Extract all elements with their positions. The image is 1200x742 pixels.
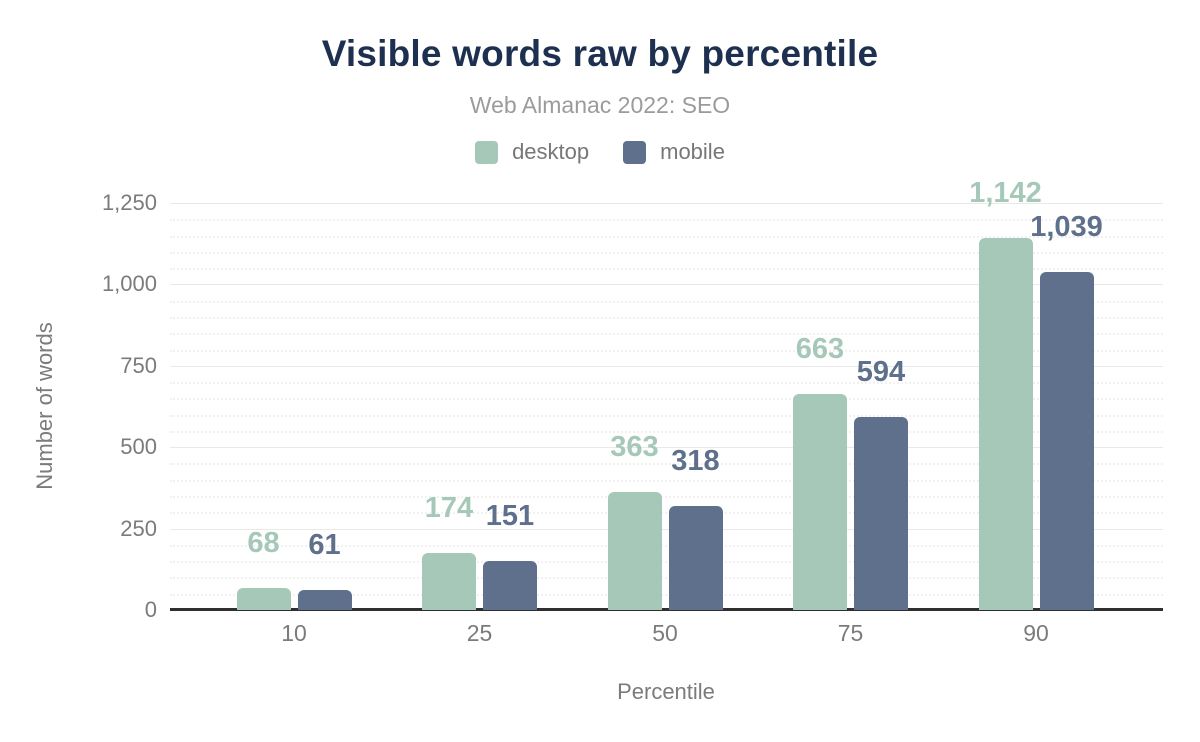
y-tick-label: 1,250 xyxy=(101,190,157,215)
x-tick-label: 75 xyxy=(837,620,864,646)
gridline-minor xyxy=(170,300,1163,303)
x-axis-title: Percentile xyxy=(617,679,715,704)
gridline-minor xyxy=(170,561,1163,564)
gridline-minor xyxy=(170,235,1163,238)
legend-item-desktop: desktop xyxy=(475,139,589,165)
gridline-minor xyxy=(170,316,1163,319)
gridline-major xyxy=(170,203,1163,204)
gridline-minor xyxy=(170,430,1163,433)
value-label-desktop: 1,142 xyxy=(969,177,1042,210)
gridline-major xyxy=(170,528,1163,530)
legend-swatch-desktop xyxy=(475,140,499,164)
gridline-minor xyxy=(170,414,1163,417)
gridline-minor xyxy=(170,268,1163,271)
value-label-mobile: 594 xyxy=(856,355,906,388)
legend-swatch-mobile xyxy=(623,140,647,164)
gridline-major xyxy=(170,365,1163,367)
value-label-mobile: 1,039 xyxy=(1030,210,1103,243)
bar-desktop xyxy=(422,553,476,610)
gridline-minor xyxy=(170,496,1163,499)
bar-mobile xyxy=(668,506,723,610)
bar-mobile xyxy=(1039,271,1094,610)
value-label-mobile: 151 xyxy=(485,499,535,532)
bar-desktop xyxy=(978,238,1033,610)
gridline-minor xyxy=(170,463,1163,466)
y-tick-label: 0 xyxy=(144,597,157,622)
bar-desktop xyxy=(236,587,291,610)
legend: desktop mobile xyxy=(0,139,1200,165)
legend-label-desktop: desktop xyxy=(512,139,590,164)
legend-label-mobile: mobile xyxy=(660,139,725,164)
gridline-minor xyxy=(170,382,1163,385)
gridline-major xyxy=(170,447,1163,449)
gridline-minor xyxy=(170,349,1163,352)
x-tick-label: 25 xyxy=(466,620,493,646)
value-label-desktop: 363 xyxy=(610,430,659,463)
gridline-minor xyxy=(170,333,1163,336)
value-label-desktop: 68 xyxy=(247,526,280,559)
bar-mobile xyxy=(297,590,352,610)
value-label-desktop: 663 xyxy=(795,333,845,366)
gridline-minor xyxy=(170,479,1163,482)
chart-title: Visible words raw by percentile xyxy=(321,33,879,74)
x-axis-line xyxy=(170,608,1163,611)
y-axis-title: Number of words xyxy=(32,322,57,490)
bar-desktop xyxy=(793,394,847,610)
gridline-minor xyxy=(170,577,1163,580)
y-tick-label: 750 xyxy=(120,352,157,378)
value-label-desktop: 174 xyxy=(424,492,474,525)
value-label-mobile: 61 xyxy=(308,529,341,562)
gridline-minor xyxy=(170,512,1163,515)
bar-mobile xyxy=(854,416,908,610)
gridline-minor xyxy=(170,544,1163,547)
gridline-minor xyxy=(170,398,1163,401)
y-tick-label: 500 xyxy=(120,434,157,460)
x-tick-label: 90 xyxy=(1023,620,1049,646)
bar-mobile xyxy=(483,560,537,610)
y-tick-label: 250 xyxy=(120,515,157,541)
x-tick-label: 50 xyxy=(652,620,678,646)
gridline-major xyxy=(170,284,1163,286)
gridline-minor xyxy=(170,251,1163,254)
gridline-minor xyxy=(170,593,1163,596)
legend-item-mobile: mobile xyxy=(623,139,725,165)
y-tick-label: 1,000 xyxy=(101,271,157,297)
gridline-minor xyxy=(170,219,1163,222)
bar-desktop xyxy=(607,491,662,610)
chart-subtitle: Web Almanac 2022: SEO xyxy=(469,92,731,118)
value-label-mobile: 318 xyxy=(671,445,720,478)
x-tick-label: 10 xyxy=(281,620,307,646)
